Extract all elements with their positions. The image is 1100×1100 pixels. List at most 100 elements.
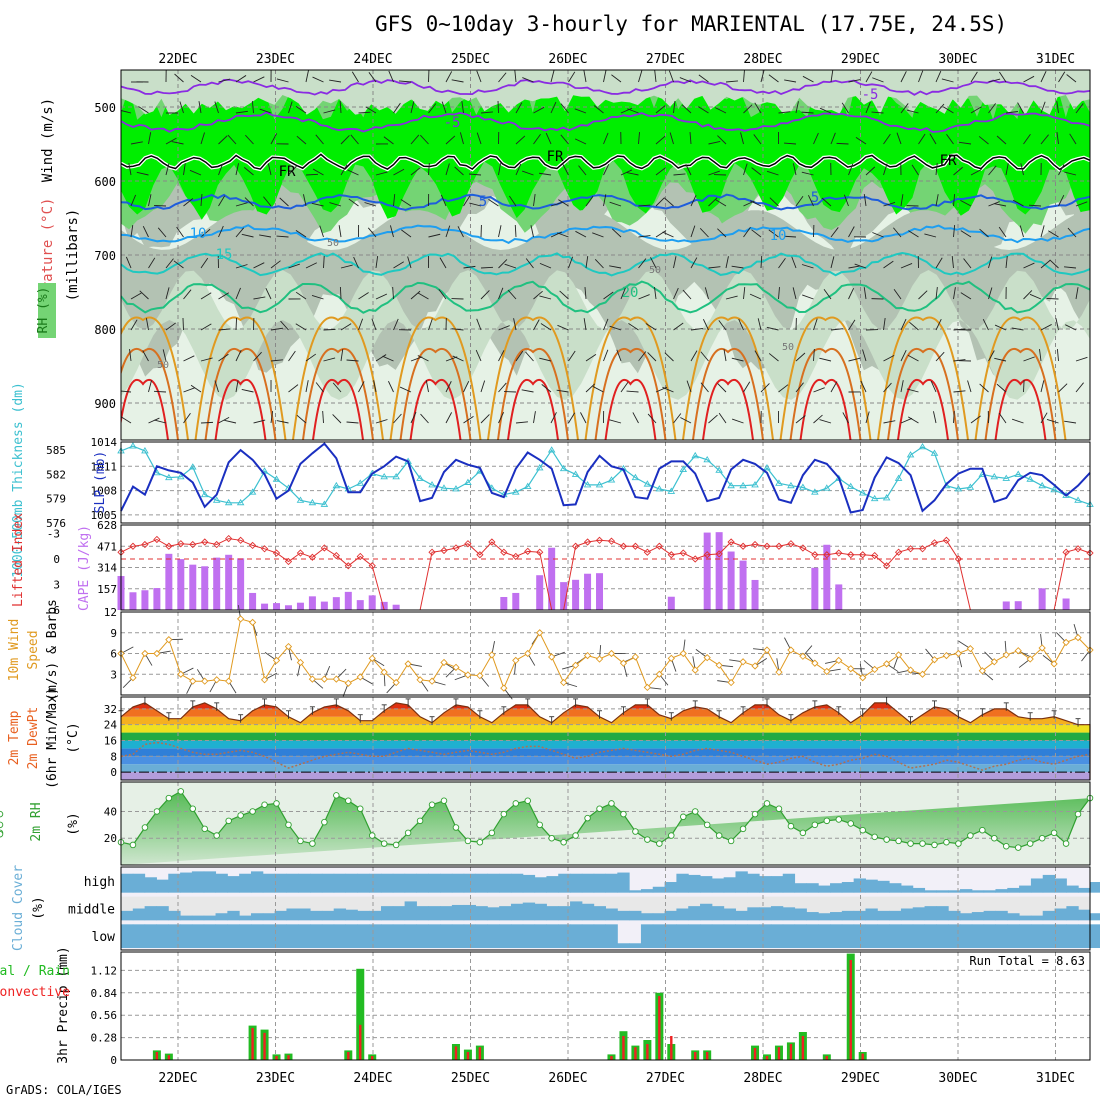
wind-barb [1049,259,1059,269]
wind-barb [200,132,205,145]
wind-barb [179,101,184,114]
wind10-axis-label: 10m Wind [7,619,22,682]
thickness-point [356,479,365,486]
cloud-cell [156,879,169,893]
cloud-cell [652,924,666,948]
wind-barb [315,134,324,145]
wind-barb [1023,133,1031,145]
lifted-index-point [1062,548,1070,556]
rh2m-point [1026,840,1034,847]
wind-barb [288,165,297,176]
wind-speed-point [1074,633,1082,642]
cloud-cell [451,904,465,921]
wind-barb [702,318,709,331]
cape-bar [296,602,304,610]
rh2m-point [955,840,962,847]
cloud-cell [451,873,465,893]
precip-convective-bar [371,1056,374,1060]
cloud-cell [676,873,689,893]
wind-barb [340,264,353,269]
wind-barb [865,411,870,424]
cloud-cell [688,906,701,921]
date-label-bottom: 24DEC [353,1071,392,1086]
lifted-index-tick-label: -3 [47,528,60,541]
cloud-cell [877,880,890,893]
contour-label: 10 [770,228,787,244]
wind-barb [654,70,657,83]
wind-barb [235,287,241,300]
cloud-cell [1030,915,1044,921]
cape-bar [261,603,269,610]
wind-barb [259,234,272,238]
precip-convective-bar [622,1036,625,1060]
thickness-point [452,485,460,492]
wind-barb [428,318,433,331]
rh2m-point [991,834,998,842]
wind-barb [498,411,505,424]
wind-barb [498,225,502,238]
wind-barb [498,287,504,300]
cloud-cell [723,908,736,921]
wind-barb [560,103,569,114]
pressure-tick-label: 700 [94,249,116,263]
cloud-cell [1007,887,1020,893]
wind-speed-point [906,666,915,674]
wind-barb [218,225,224,238]
wind-speed-point [751,662,759,670]
wind-barb [1040,101,1046,114]
rh2m-point [632,828,639,835]
wind-barb [783,235,797,238]
cloud-cell [581,903,595,921]
cloud-cell [168,924,181,948]
wind-barb [533,134,541,145]
cloud-cell [250,913,264,921]
wind-barb [941,78,954,83]
rh2m-panel-frame [120,781,1091,866]
wind-barb [417,355,429,362]
cape-tick-label: 628 [97,519,117,532]
wind-barb [241,233,254,238]
wind-barb [996,135,1007,145]
wind-barb [148,417,160,424]
wind-speed-point [631,653,640,661]
wind-barb [743,70,745,83]
wind-barb [350,134,359,145]
temp2m-unit-label: (°C) [66,722,81,753]
wind-barb [979,228,989,238]
cloud-cell [203,915,217,921]
wind-barb [883,420,896,424]
cape-bar [356,600,364,610]
wind-axis-label: Wind (m/s) [40,98,56,182]
cloud-cell [1090,882,1100,893]
wind-barb [353,256,359,269]
wind-barb [863,194,867,207]
wind-barb [417,292,429,300]
wind-barb [1046,297,1059,300]
cloud-cell [522,924,536,948]
temp-contour-20 [121,280,1090,314]
thickness-tick-label: 576 [46,517,66,530]
wind-barb [533,290,543,300]
wind-barb [638,204,651,207]
cloud-cell [392,873,406,893]
wind-barb [813,414,823,424]
cloud-cell [274,873,287,893]
wind-speed-point [619,659,628,667]
wind-barb [585,353,597,362]
wind-barb [521,389,534,393]
pressure-tick-label: 900 [94,397,116,411]
cloud-cell [889,883,902,893]
cloud-cell [286,908,299,921]
wind-barb [148,132,152,145]
wind-barb [148,257,156,269]
wind-barb [410,167,421,176]
boundary-layer-contour [974,316,1067,440]
lifted-index-point [225,534,233,543]
wind-barb [988,256,993,269]
wind-barb [218,78,231,83]
rh2m-point [895,837,902,845]
cloud-cell [570,924,583,948]
wind-speed-point [679,649,687,658]
wind-barb [463,381,470,393]
wind-barb [393,413,402,424]
